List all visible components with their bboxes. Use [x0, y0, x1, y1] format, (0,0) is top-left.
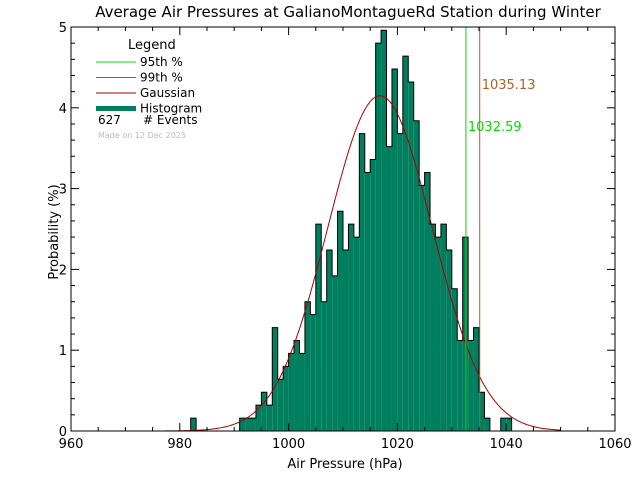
legend-item-label: Histogram: [140, 102, 202, 116]
histogram-bar: [315, 224, 322, 431]
x-tick-label: 1020: [381, 437, 414, 452]
histogram-bar: [304, 301, 311, 431]
y-tick-label: 4: [59, 102, 67, 117]
y-tick-label: 0: [59, 425, 67, 440]
histogram-bar: [370, 159, 376, 431]
legend: Legend 95th % 99th %Gaussian Histogram 627…: [96, 38, 202, 140]
histogram-bar: [337, 211, 343, 431]
histogram-bar: [288, 353, 295, 431]
histogram-bar: [408, 81, 414, 431]
histogram-bar: [294, 340, 300, 431]
histogram-bar: [500, 418, 507, 431]
histogram-bar: [446, 250, 452, 431]
histogram-bar: [266, 405, 273, 431]
histogram-bar: [283, 366, 289, 431]
x-tick-label: 960: [59, 437, 84, 452]
histogram-bar: [239, 418, 246, 431]
histogram-bar: [272, 327, 278, 431]
legend-item-label: 99th %: [140, 71, 183, 85]
histogram-bar: [359, 133, 365, 431]
histogram-bar: [484, 418, 490, 431]
histogram-bar: [261, 392, 267, 431]
histogram-bar: [321, 301, 327, 431]
x-tick-label: 1060: [598, 437, 631, 452]
histogram-bar: [250, 418, 256, 431]
histogram-bar: [397, 133, 403, 431]
histogram-bar: [419, 185, 425, 431]
histogram-bar: [375, 43, 382, 431]
y-tick-label: 5: [59, 21, 67, 36]
histogram-bar: [310, 314, 316, 431]
chart-title: Average Air Pressures at GalianoMontague…: [95, 3, 601, 21]
y-tick-label: 3: [59, 183, 67, 198]
made-on-note: Made on 12 Dec 2025: [98, 131, 186, 140]
histogram-outline: [190, 29, 513, 432]
histogram-bar: [326, 250, 333, 431]
histogram-bar: [190, 418, 197, 431]
y-tick-label: 1: [59, 344, 67, 359]
legend-item-label: 95th %: [140, 55, 183, 69]
histogram-bar: [299, 353, 305, 431]
histogram-bar: [391, 69, 398, 432]
histogram-bar: [435, 237, 441, 431]
histogram-bar: [277, 379, 284, 431]
histogram-bar: [506, 418, 512, 431]
histogram-bar: [343, 250, 349, 431]
histogram-bar: [430, 224, 436, 431]
histogram-bar: [332, 275, 338, 431]
histogram-bar: [468, 340, 474, 431]
percentile-label: 1035.13: [482, 78, 536, 93]
histogram-bar: [348, 224, 354, 431]
histogram-bar: [424, 172, 431, 431]
x-tick-label: 1040: [490, 437, 523, 452]
histogram-bar: [457, 340, 463, 431]
histogram-bar: [473, 327, 479, 431]
histogram-bar: [479, 392, 485, 431]
legend-events-count: 627: [98, 113, 121, 127]
histogram-bar: [255, 405, 262, 431]
legend-title: Legend: [128, 38, 176, 53]
y-tick-label: 2: [59, 263, 67, 278]
x-tick-label: 1000: [272, 437, 305, 452]
x-tick-label: 980: [167, 437, 192, 452]
axes-layer: 960 980 1000 1020 1040 1060 0 1 2 3 4 5: [59, 21, 632, 452]
legend-items: 95th % 99th %Gaussian Histogram: [96, 55, 202, 116]
histogram-bar: [413, 120, 420, 431]
histogram-bar: [353, 237, 360, 431]
x-axis-label: Air Pressure (hPa): [287, 457, 402, 472]
y-axis-label: Probability (%): [47, 184, 62, 279]
legend-item-label: Gaussian: [140, 86, 195, 100]
histogram-bar: [245, 418, 251, 431]
histogram-bar: [440, 224, 447, 431]
histogram-bar: [386, 146, 392, 432]
histogram-bar: [364, 172, 371, 431]
histogram-bar: [402, 56, 409, 431]
percentile-label: 1032.59: [468, 120, 522, 135]
legend-events-label: # Events: [143, 113, 198, 127]
histogram-bar: [451, 288, 458, 431]
plot-layer: 1032.59 1035.13: [71, 27, 561, 432]
histogram-bar: [381, 30, 387, 432]
